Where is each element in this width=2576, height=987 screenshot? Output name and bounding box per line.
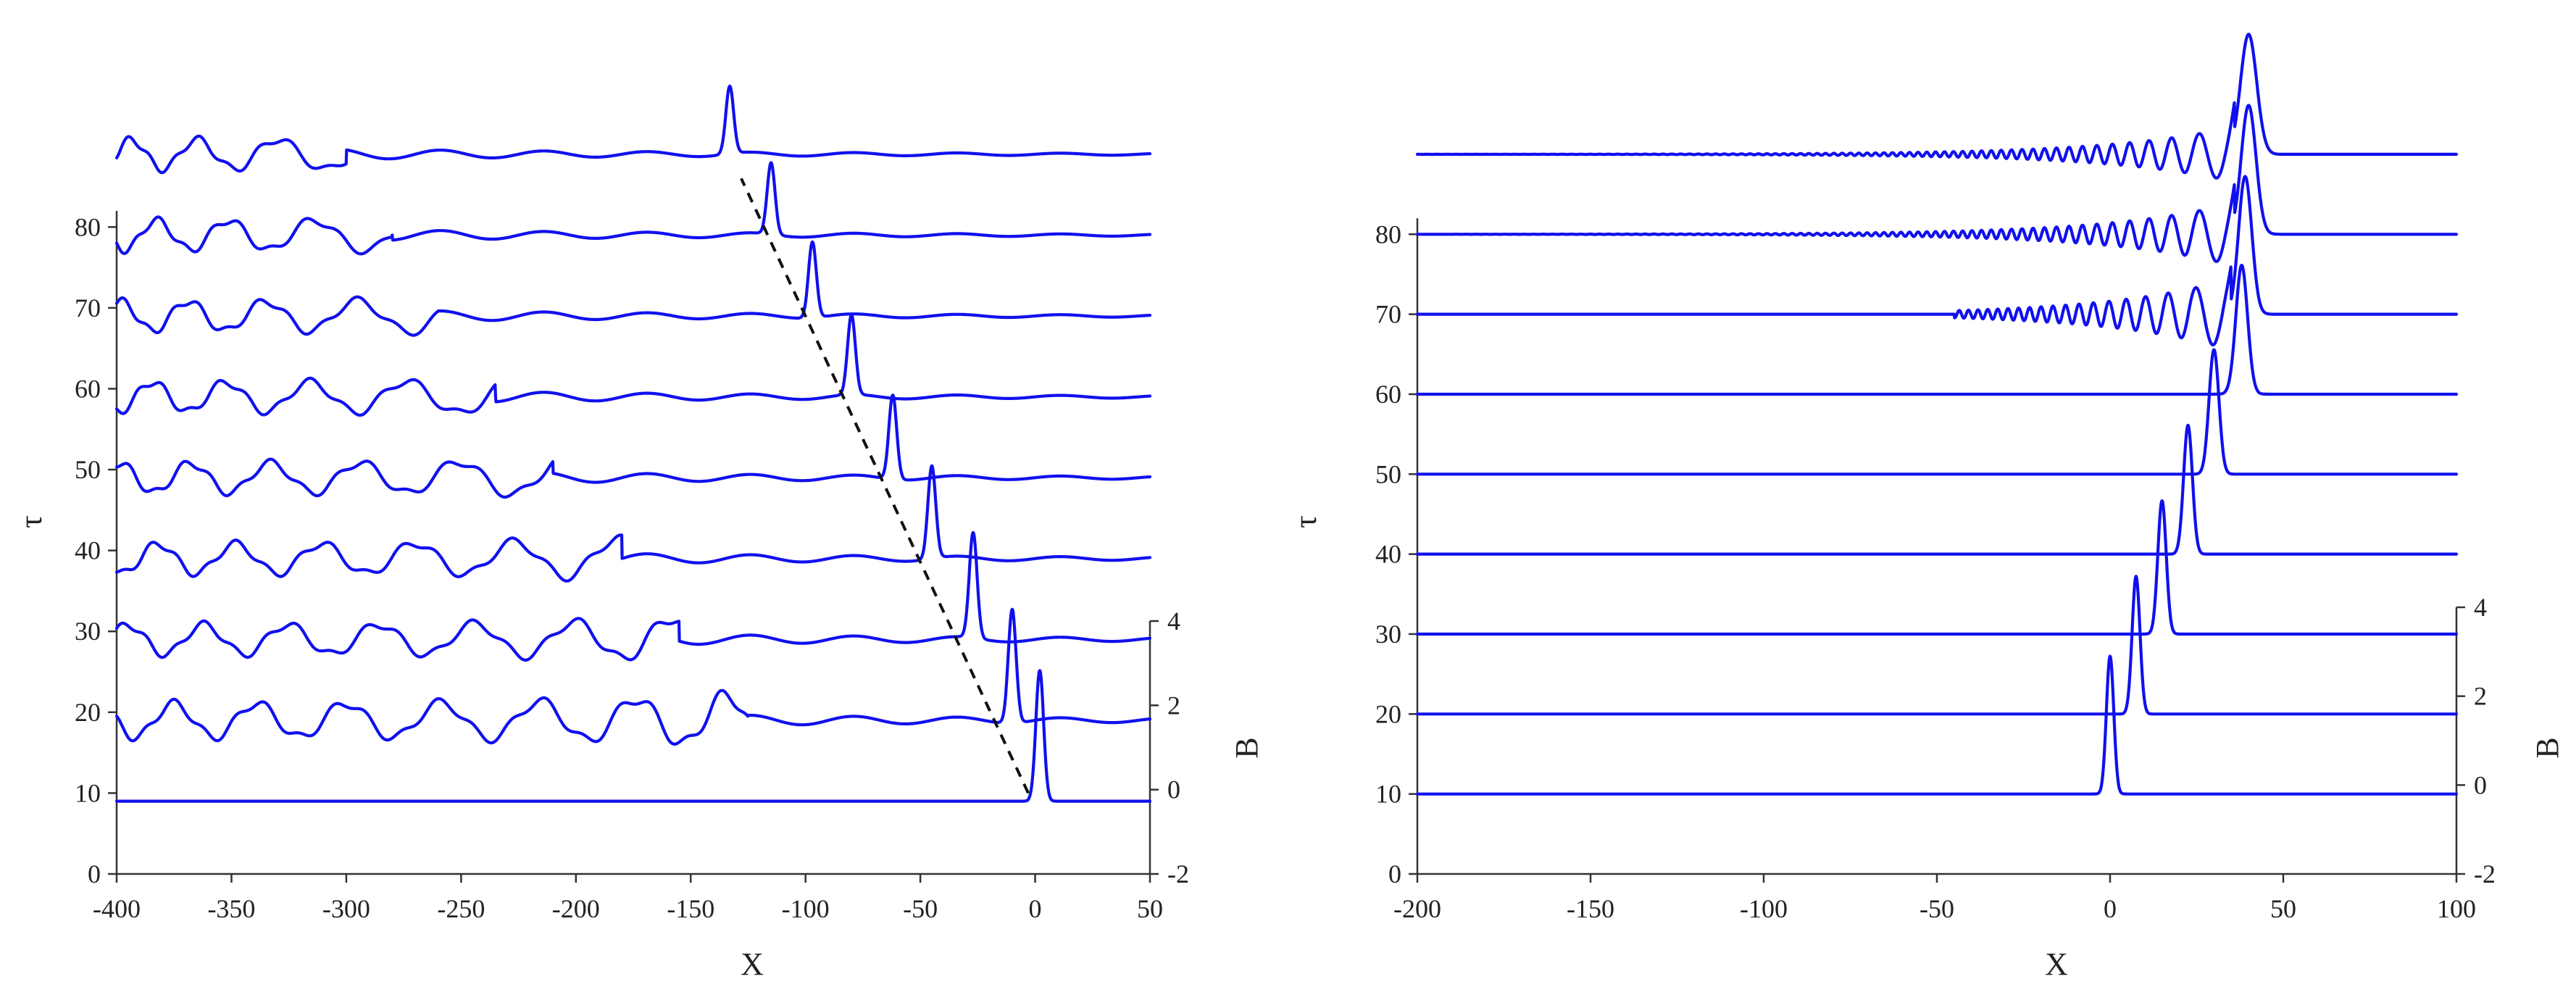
- series-line-tau-9: [114, 669, 1152, 803]
- x-tick-label: -150: [667, 894, 714, 923]
- y-tick-label: 30: [75, 617, 101, 646]
- b-tick-label: 4: [2474, 593, 2487, 622]
- series-line-tau-70: [1415, 175, 2459, 346]
- y-tick-label: 70: [1375, 300, 1401, 329]
- series-line-tau-20: [1415, 575, 2459, 716]
- series-line-tau-39: [114, 464, 1152, 583]
- y-tick-label: 50: [75, 455, 101, 484]
- series-line-tau-59: [114, 312, 1152, 417]
- x-tick-label: 0: [2104, 894, 2117, 923]
- y-tick-label: 20: [1375, 699, 1401, 728]
- b-tick-label: 2: [2474, 682, 2487, 711]
- b-tick-label: 2: [1167, 691, 1180, 720]
- b-axis-label: B: [2530, 737, 2565, 758]
- x-tick-label: -300: [322, 894, 370, 923]
- x-tick-label: -150: [1567, 894, 1614, 923]
- x-tick-label: 0: [1029, 894, 1042, 923]
- y-axis-label: τ: [13, 515, 49, 528]
- x-tick-label: -200: [552, 894, 600, 923]
- x-tick-label: 100: [2437, 894, 2476, 923]
- x-tick-label: -250: [437, 894, 485, 923]
- x-tick-label: -50: [1920, 894, 1954, 923]
- x-tick-label: -100: [1740, 894, 1788, 923]
- series-line-tau-90: [1415, 33, 2459, 180]
- y-tick-label: 40: [1375, 540, 1401, 569]
- y-tick-label: 80: [75, 212, 101, 241]
- x-tick-label: -350: [207, 894, 255, 923]
- b-tick-label: -2: [1167, 859, 1189, 888]
- series-line-tau-69: [114, 240, 1152, 337]
- y-tick-label: 50: [1375, 459, 1401, 488]
- x-axis-label: X: [741, 946, 764, 982]
- y-tick-label: 20: [75, 698, 101, 727]
- x-tick-label: -200: [1393, 894, 1441, 923]
- y-tick-label: 30: [1375, 620, 1401, 649]
- b-tick-label: 0: [1167, 775, 1180, 804]
- b-axis-label: B: [1229, 737, 1264, 758]
- x-tick-label: -50: [903, 894, 938, 923]
- y-tick-label: 40: [75, 536, 101, 565]
- y-tick-label: 10: [1375, 780, 1401, 809]
- x-axis-label: X: [2045, 946, 2068, 982]
- x-tick-label: 50: [1137, 894, 1163, 923]
- y-axis-label: τ: [1288, 515, 1323, 528]
- y-tick-label: 60: [75, 374, 101, 403]
- left-panel: -400 -350 -300 -250 -200 -150 -100 -50 0 50010203…: [13, 84, 1264, 982]
- series-line-tau-79: [114, 161, 1152, 256]
- y-tick-label: 80: [1375, 220, 1401, 249]
- y-tick-label: 0: [1388, 859, 1401, 888]
- y-tick-label: 0: [88, 859, 101, 888]
- series-line-tau-19: [114, 607, 1152, 746]
- x-tick-label: 50: [2270, 894, 2296, 923]
- series-line-tau-49: [114, 393, 1152, 499]
- b-tick-label: 0: [2474, 770, 2487, 799]
- x-tick-label: -400: [93, 894, 141, 923]
- y-tick-label: 60: [1375, 380, 1401, 409]
- dashed-peak-trajectory: [740, 178, 1030, 794]
- y-tick-label: 10: [75, 778, 101, 807]
- series-line-tau-10: [1415, 654, 2459, 796]
- series-line-tau-50: [1415, 348, 2459, 476]
- b-tick-label: 4: [1167, 607, 1180, 636]
- x-tick-label: -100: [782, 894, 830, 923]
- series-line-tau-89: [114, 84, 1152, 175]
- series-line-tau-30: [1415, 499, 2459, 636]
- series-line-tau-29: [114, 530, 1152, 662]
- series-line-tau-60: [1415, 264, 2459, 396]
- series-line-tau-40: [1415, 423, 2459, 556]
- series-line-tau-80: [1415, 104, 2459, 263]
- b-tick-label: -2: [2474, 859, 2496, 888]
- y-tick-label: 70: [75, 293, 101, 322]
- right-panel: -200 -150 -100 -50 0 50 10001020304050607080-2…: [1288, 33, 2565, 982]
